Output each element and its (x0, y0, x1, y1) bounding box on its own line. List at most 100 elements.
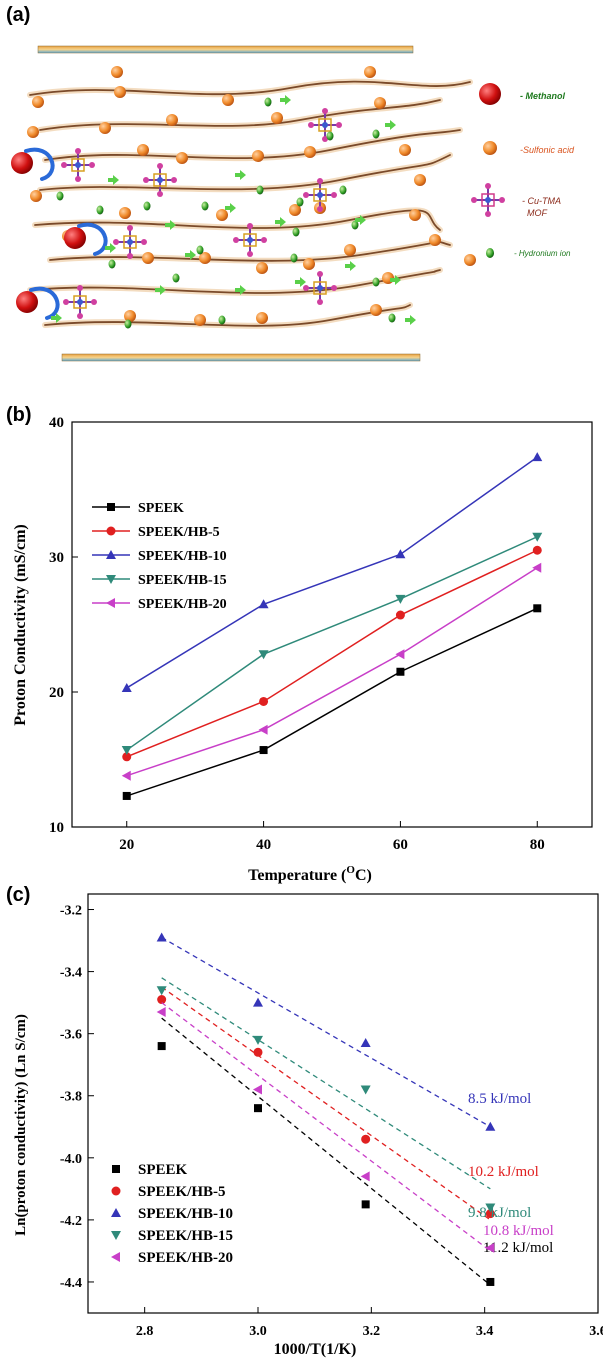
chart-c-data-point (486, 1277, 495, 1286)
chart-b-data-point (532, 545, 542, 555)
chart-b-data-point (532, 452, 543, 462)
polymer-chain-core (34, 209, 441, 231)
chart-b-data-point (122, 752, 132, 762)
hydronium-ion (218, 315, 226, 325)
hydronium-ion (108, 259, 116, 269)
chart-c-activation-energy-label: 8.5 kJ/mol (468, 1091, 531, 1107)
chart-b-y-axis-label: Proton Conductivity (mS/cm) (12, 524, 29, 725)
chart-c-y-tick-label: -3.2 (60, 904, 82, 919)
methanol-molecule (64, 227, 86, 249)
chart-b-data-point (258, 724, 268, 735)
cu-tma-mof (143, 163, 177, 197)
sulfonic-acid-group (414, 174, 426, 186)
chart-c-data-point (156, 986, 167, 996)
bottom-electrode-plate (61, 353, 421, 362)
chart-b-data-point (121, 682, 132, 692)
chart-b-data-point (532, 562, 542, 573)
legend-methanol: - Methanol (520, 91, 565, 101)
hydronium-ion (196, 245, 204, 255)
chart-b-data-point (258, 650, 269, 660)
chart-b-series-line (126, 456, 538, 689)
chart-c-data-point (360, 1037, 371, 1047)
cu-tma-mof (61, 148, 95, 182)
legend-sulfonic-acid: -Sulfonic acid (520, 145, 575, 155)
hydronium-ion (296, 197, 304, 207)
chart-c-axes: 2.8 3.0 3.2 3.4 3.6 -4.4 -4.2 -4.0 -3.8 -3.6 -3.4 -… (60, 893, 603, 1339)
chart-c-y-tick-label: -3.8 (60, 1090, 82, 1105)
proton-transport-arrow (185, 250, 196, 260)
chart-b-x-tick-label: 80 (530, 837, 545, 853)
sulfonic-acid-group (99, 122, 111, 134)
methanol-arrow (29, 286, 60, 320)
chart-b-legend-label: SPEEK/HB-20 (138, 597, 227, 612)
hydronium-ion (339, 185, 347, 195)
chart-c-data-point (361, 1134, 371, 1144)
cu-tma-mof (308, 108, 342, 142)
hydronium-ion (124, 319, 132, 329)
polymer-chain-core (44, 304, 411, 327)
chart-b-legend-label: SPEEK/HB-10 (138, 549, 227, 564)
sulfonic-acid-group (30, 190, 42, 202)
schematic-legend: - Methanol -Sulfonic acid - Cu-TMA MOF -… (471, 83, 575, 258)
hydronium-ion (172, 273, 180, 283)
sulfonic-acid-group (344, 244, 356, 256)
polymer-chain-core (44, 129, 461, 161)
hydronium-icon (486, 248, 494, 258)
sulfonic-acid-group (176, 152, 188, 164)
chart-b-series-line (126, 549, 538, 758)
chart-b-data-point (532, 532, 543, 542)
proton-transport-arrow (405, 315, 416, 325)
chart-c-legend-marker (112, 1165, 120, 1173)
chart-b-data-point (121, 746, 132, 756)
proton-transport-arrow (105, 243, 116, 253)
proton-transport-arrow (235, 170, 246, 180)
chart-c-legend-label: SPEEK/HB-10 (138, 1206, 233, 1222)
sulfonic-acid-group (256, 312, 268, 324)
conductivity-temperature-chart: 20 40 60 80 10 20 30 40 SPEEK SPEEK/HB-5 SPEEK/HB… (12, 415, 593, 884)
sulfonic-acid-group (111, 66, 123, 78)
chart-b-data-point (122, 791, 131, 800)
chart-c-activation-energy-label: 10.2 kJ/mol (468, 1164, 539, 1180)
chart-c-legend-marker (111, 1208, 121, 1217)
proton-transport-arrow (385, 120, 396, 130)
chart-c-data-point (156, 932, 167, 942)
chart-c-x-tick-label: 3.6 (589, 1324, 603, 1339)
methanol-icon (479, 83, 501, 105)
methanol-molecule (16, 291, 38, 313)
chart-b-x-tick-label: 60 (393, 837, 408, 853)
hydronium-ion (372, 129, 380, 139)
chart-c-data-point (485, 1121, 496, 1131)
sulfonic-acid-group (429, 234, 441, 246)
chart-c-y-tick-label: -3.4 (60, 966, 82, 981)
chart-c-x-tick-label: 2.8 (136, 1324, 154, 1339)
chart-c-legend-label: SPEEK/HB-20 (138, 1250, 233, 1266)
chart-c-legend-marker (111, 1186, 121, 1196)
chart-c-y-tick-label: -4.0 (60, 1152, 82, 1167)
sulfonic-acid-group (303, 258, 315, 270)
sulfonic-acid-group (166, 114, 178, 126)
chart-b-data-point (258, 599, 269, 609)
sulfonic-acid-group (124, 310, 136, 322)
chart-b-legend-marker (106, 526, 116, 536)
sulfonic-acid-group (252, 150, 264, 162)
chart-c-legend-label: SPEEK/HB-5 (138, 1184, 226, 1200)
chart-b-legend-marker (106, 598, 115, 608)
chart-c-data-point (253, 1084, 262, 1095)
legend-cu-tma: - Cu-TMA (522, 196, 561, 206)
chart-b-x-tick-label: 20 (119, 837, 134, 853)
chart-c-x-tick-label: 3.2 (363, 1324, 381, 1339)
chart-c-fit-line (161, 986, 491, 1221)
chart-c-x-axis-label: 1000/T(1/K) (274, 1341, 357, 1358)
chart-b-series-line (126, 607, 538, 797)
chart-b-x-tick-label: 40 (256, 837, 271, 853)
schematic-artwork (11, 45, 476, 362)
chart-c-x-tick-label: 3.0 (249, 1324, 267, 1339)
chart-b-legend-marker (107, 503, 115, 511)
sulfonic-acid-group (194, 314, 206, 326)
chart-b-legend-marker (106, 550, 116, 559)
chart-b-y-tick-label: 10 (49, 820, 64, 836)
chart-c-fit-line (161, 936, 491, 1128)
arrhenius-chart: 2.8 3.0 3.2 3.4 3.6 -4.4 -4.2 -4.0 -3.8 -3.6 -3.4 -… (13, 893, 603, 1358)
chart-b-data-point (396, 667, 405, 676)
chart-c-activation-energy-label: 11.2 kJ/mol (483, 1240, 553, 1256)
